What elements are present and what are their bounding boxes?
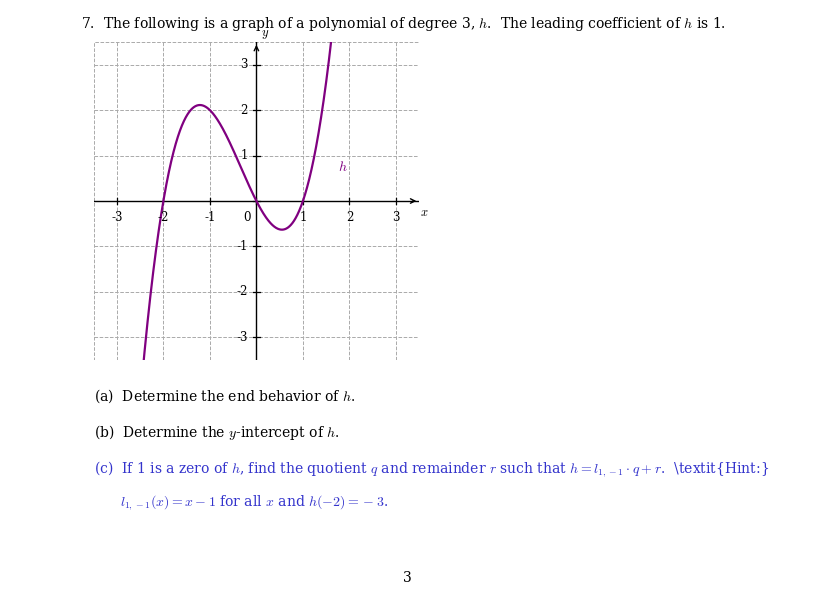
Text: $h$: $h$ xyxy=(338,160,348,175)
Text: (b)  Determine the $y$-intercept of $h$.: (b) Determine the $y$-intercept of $h$. xyxy=(94,423,339,442)
Text: 1: 1 xyxy=(241,149,248,162)
Text: 7.  The following is a graph of a polynomial of degree 3, $h$.  The leading coef: 7. The following is a graph of a polynom… xyxy=(81,15,726,33)
Text: 0: 0 xyxy=(243,211,251,224)
Text: -1: -1 xyxy=(204,211,216,224)
Text: (c)  If 1 is a zero of $h$, find the quotient $q$ and remainder $r$ such that $h: (c) If 1 is a zero of $h$, find the quot… xyxy=(94,459,768,479)
Text: 1: 1 xyxy=(300,211,307,224)
Text: 3: 3 xyxy=(392,211,400,224)
Text: -2: -2 xyxy=(237,286,248,298)
Text: 3: 3 xyxy=(403,571,411,585)
Text: -3: -3 xyxy=(112,211,123,224)
Text: -3: -3 xyxy=(237,331,248,344)
Text: $x$: $x$ xyxy=(420,206,429,219)
Text: $l_{1,-1}(x) = x - 1$ for all $x$ and $h(-2) = -3$.: $l_{1,-1}(x) = x - 1$ for all $x$ and $h… xyxy=(120,493,388,512)
Text: -1: -1 xyxy=(237,240,248,253)
Text: $y$: $y$ xyxy=(261,28,269,41)
Text: 2: 2 xyxy=(346,211,353,224)
Text: -2: -2 xyxy=(158,211,169,224)
Text: 2: 2 xyxy=(241,104,248,116)
Text: (a)  Determine the end behavior of $h$.: (a) Determine the end behavior of $h$. xyxy=(94,387,355,404)
Text: 3: 3 xyxy=(241,58,248,71)
